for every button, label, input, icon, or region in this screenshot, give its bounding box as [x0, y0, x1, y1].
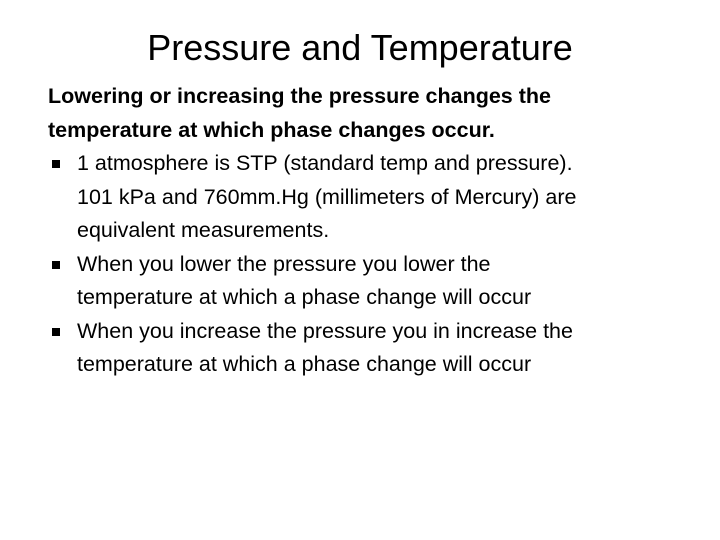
bullet-line: equivalent measurements. — [77, 218, 330, 242]
slide-title: Pressure and Temperature — [147, 27, 573, 68]
bullet-item: When you increase the pressure you in in… — [48, 315, 698, 382]
bullet-item: 1 atmosphere is STP (standard temp and p… — [48, 147, 698, 248]
intro-line: Lowering or increasing the pressure chan… — [48, 84, 551, 108]
bullet-list: 1 atmosphere is STP (standard temp and p… — [48, 147, 698, 382]
slide-body: Lowering or increasing the pressure chan… — [48, 80, 698, 382]
bullet-line: 1 atmosphere is STP (standard temp and p… — [77, 151, 573, 175]
bullet-line: temperature at which a phase change will… — [77, 352, 532, 376]
intro-line: temperature at which phase changes occur… — [48, 117, 495, 142]
bullet-line: 101 kPa and 760mm.Hg (millimeters of Mer… — [77, 184, 577, 209]
bullet-line: temperature at which a phase change will… — [77, 285, 532, 309]
bullet-item: When you lower the pressure you lower th… — [48, 248, 698, 315]
bullet-line: When you lower the pressure you lower th… — [77, 251, 491, 276]
intro: Lowering or increasing the pressure chan… — [48, 80, 698, 147]
bullet-line: When you increase the pressure you in in… — [77, 318, 573, 343]
